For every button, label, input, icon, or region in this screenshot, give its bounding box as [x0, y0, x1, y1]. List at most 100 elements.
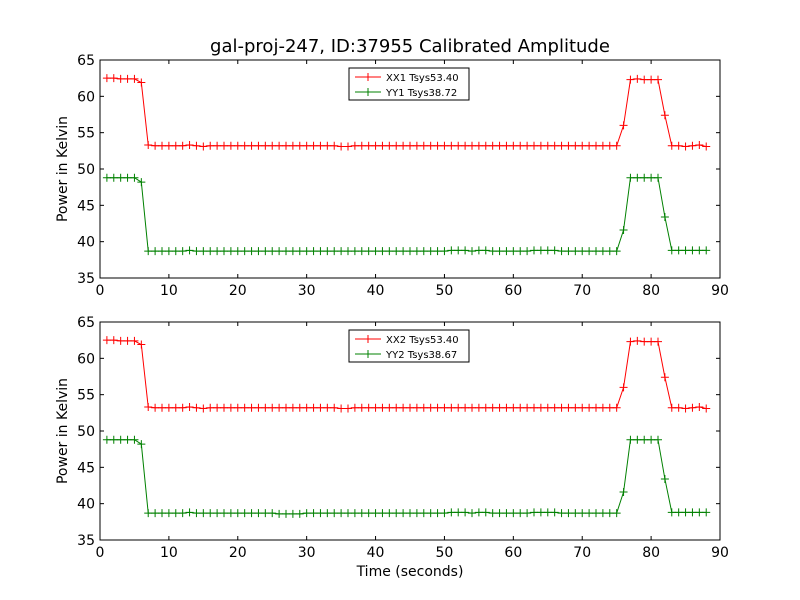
data-point-marker — [412, 509, 421, 518]
data-point-marker — [288, 247, 297, 256]
data-point-marker — [151, 141, 160, 150]
data-point-marker — [323, 509, 332, 518]
data-point-marker — [461, 403, 470, 412]
data-point-marker — [309, 509, 318, 518]
data-point-marker — [151, 403, 160, 412]
data-point-marker — [109, 74, 118, 83]
data-point-marker — [158, 509, 166, 518]
data-point-marker — [516, 247, 525, 256]
x-tick-label: 0 — [96, 283, 105, 299]
data-point-marker — [350, 403, 359, 412]
data-point-marker — [116, 173, 125, 182]
data-point-marker — [171, 247, 180, 256]
data-point-marker — [426, 247, 435, 256]
legend-box — [348, 329, 470, 363]
data-point-marker — [454, 246, 463, 255]
data-point-marker — [543, 508, 552, 517]
data-point-marker — [295, 247, 304, 256]
data-point-marker — [674, 508, 683, 517]
data-point-marker — [502, 509, 511, 518]
data-point-marker — [433, 247, 442, 256]
data-point-marker — [392, 141, 401, 150]
data-point-marker — [137, 178, 146, 187]
data-point-marker — [378, 247, 387, 256]
data-point-marker — [509, 247, 518, 256]
data-point-marker — [654, 337, 662, 346]
y-tick-label: 40 — [77, 235, 95, 251]
x-tick-label: 10 — [160, 283, 178, 299]
data-point-marker — [647, 173, 656, 182]
data-point-marker — [158, 247, 166, 256]
data-point-marker — [275, 509, 284, 518]
data-point-marker — [433, 403, 442, 412]
data-point-marker — [674, 141, 683, 150]
data-point-marker — [330, 403, 339, 412]
data-point-marker — [295, 509, 304, 518]
data-point-marker — [185, 141, 194, 150]
data-point-marker — [247, 403, 256, 412]
data-point-marker — [323, 141, 332, 150]
data-point-marker — [419, 403, 428, 412]
data-point-marker — [654, 173, 662, 182]
legend: XX2 Tsys53.40 YY2 Tsys38.67 — [348, 329, 470, 363]
data-point-marker — [481, 403, 490, 412]
data-point-marker — [612, 403, 621, 412]
data-point-marker — [447, 141, 456, 150]
data-point-marker — [461, 141, 470, 150]
data-point-marker — [288, 403, 297, 412]
data-point-marker — [371, 141, 380, 150]
x-tick-label: 80 — [642, 545, 660, 561]
data-point-marker — [426, 509, 435, 518]
y-tick-label: 40 — [77, 497, 95, 513]
x-tick-label: 30 — [298, 545, 316, 561]
data-point-marker — [468, 247, 476, 256]
data-point-marker — [695, 403, 704, 412]
legend-marker — [364, 335, 372, 343]
data-point-marker — [178, 141, 187, 150]
data-point-marker — [447, 508, 456, 517]
data-point-marker — [109, 435, 118, 444]
data-point-marker — [116, 336, 125, 345]
data-point-marker — [302, 509, 311, 518]
data-point-marker — [605, 141, 614, 150]
data-point-marker — [495, 509, 504, 518]
data-point-marker — [523, 141, 532, 150]
data-point-marker — [530, 403, 538, 412]
y-tick-label: 50 — [77, 424, 95, 440]
data-point-marker — [275, 141, 284, 150]
data-point-marker — [399, 403, 408, 412]
data-point-marker — [474, 508, 483, 517]
series-1 — [102, 74, 711, 151]
data-point-marker — [509, 403, 518, 412]
data-point-marker — [399, 141, 408, 150]
data-point-marker — [523, 247, 532, 256]
data-point-marker — [454, 141, 463, 150]
x-tick-label: 60 — [504, 545, 522, 561]
data-point-marker — [226, 403, 235, 412]
data-point-marker — [302, 403, 311, 412]
data-point-marker — [323, 403, 332, 412]
data-point-marker — [578, 403, 587, 412]
data-point-marker — [660, 111, 669, 120]
data-point-marker — [419, 509, 428, 518]
data-point-marker — [344, 142, 352, 151]
data-point-marker — [406, 247, 414, 256]
data-point-marker — [564, 247, 573, 256]
data-point-marker — [571, 247, 580, 256]
data-point-marker — [371, 403, 380, 412]
data-point-marker — [164, 141, 173, 150]
y-axis-label: Power in Kelvin — [55, 116, 71, 222]
data-point-marker — [192, 509, 201, 518]
data-point-marker — [612, 509, 621, 518]
data-point-marker — [385, 247, 394, 256]
data-point-marker — [171, 509, 180, 518]
data-point-marker — [226, 247, 235, 256]
legend-label: XX1 Tsys53.40 — [386, 73, 459, 84]
data-point-marker — [233, 403, 242, 412]
y-tick-label: 65 — [77, 53, 95, 69]
data-point-marker — [647, 337, 656, 346]
data-point-marker — [516, 141, 525, 150]
data-point-marker — [309, 247, 318, 256]
data-point-marker — [123, 74, 132, 83]
data-point-marker — [598, 141, 607, 150]
